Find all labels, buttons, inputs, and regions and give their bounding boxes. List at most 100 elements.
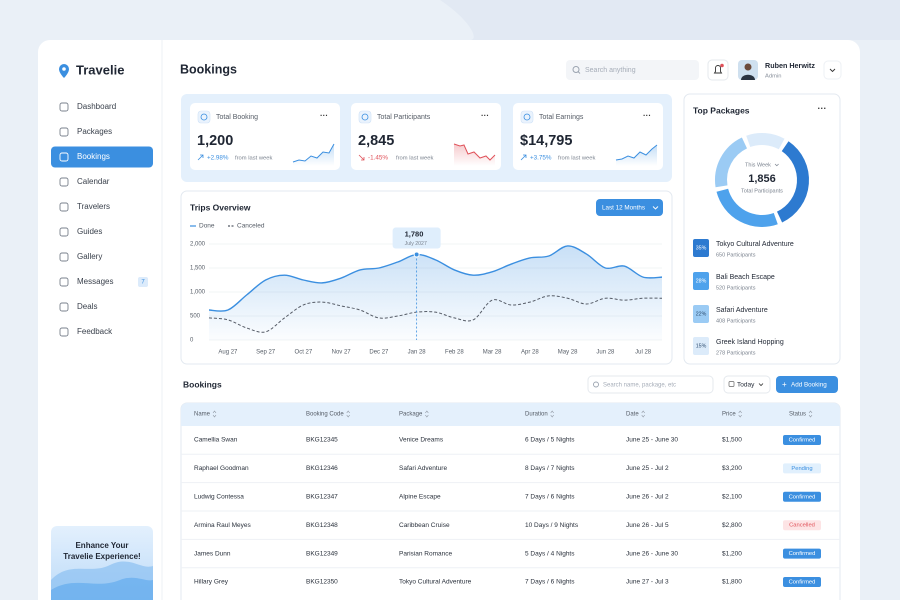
status-label: Pending: [791, 466, 812, 472]
status-badge: [783, 577, 821, 587]
column-header[interactable]: Status: [789, 412, 806, 418]
y-tick-label: 2,000: [190, 242, 206, 248]
table-search[interactable]: [587, 375, 714, 394]
column-header[interactable]: Package: [399, 412, 423, 418]
stat-value: 2,845: [358, 133, 394, 149]
menu-item[interactable]: Packages: [77, 127, 112, 136]
status-label: Confirmed: [789, 494, 816, 500]
menu-item[interactable]: Guides: [77, 227, 102, 236]
trips-chart: 0 500 1,000 1,500 2,000 Aug 27 Sep 27 Oct 27 Nov…: [190, 223, 663, 356]
more-icon[interactable]: ···: [643, 111, 651, 120]
stat-note: from last week: [396, 156, 433, 162]
menu-item[interactable]: Dashboard: [77, 102, 116, 111]
add-booking-button[interactable]: [776, 376, 838, 393]
y-tick-label: 1,000: [190, 290, 206, 296]
status-badge: [783, 435, 821, 445]
bell-icon: [713, 65, 723, 74]
donut-segment: [746, 133, 785, 150]
table-cell: $1,800: [722, 579, 742, 586]
table: [180, 402, 841, 600]
user-name: Ruben Herwitz: [765, 61, 815, 70]
percent-label: 35%: [696, 245, 707, 251]
brand: Travelie: [76, 62, 124, 77]
menu-item[interactable]: Feedback: [77, 327, 113, 336]
column-header[interactable]: Name: [194, 412, 211, 418]
menu-icon: [59, 227, 69, 237]
more-icon[interactable]: ···: [481, 111, 489, 120]
stat-note: from last week: [558, 156, 595, 162]
chevron: [652, 206, 659, 210]
table-cell: $1,200: [722, 550, 742, 557]
stat-value: 1,200: [197, 133, 233, 149]
more-icon[interactable]: ···: [818, 103, 827, 113]
range-button[interactable]: [596, 199, 663, 216]
stat-change: -1.45%: [368, 155, 388, 162]
tooltip: [392, 227, 441, 249]
table-cell: BKG12346: [306, 465, 338, 472]
column-header[interactable]: Duration: [525, 412, 548, 418]
notification-dot: [720, 63, 724, 68]
menu-item[interactable]: Gallery: [77, 252, 102, 261]
table-cell: June 26 - Jul 2: [626, 494, 669, 501]
menu-item-active[interactable]: [51, 146, 153, 168]
status-label: Confirmed: [789, 551, 816, 557]
menu-icon: [59, 177, 69, 187]
more-icon[interactable]: ···: [320, 111, 328, 120]
calendar-icon: [728, 381, 735, 387]
table-cell: June 26 - June 30: [626, 550, 678, 557]
stat-icon-glyph: [523, 113, 531, 121]
sparkline-line: [292, 143, 335, 163]
column-header[interactable]: Date: [626, 412, 639, 418]
menu-item[interactable]: Deals: [77, 302, 97, 311]
table-cell: $2,800: [722, 522, 742, 529]
date-filter-label: Today: [737, 382, 755, 389]
column-header[interactable]: Booking Code: [306, 412, 344, 418]
y-tick-label: 500: [190, 314, 201, 320]
x-tick-label: Apr 28: [521, 350, 539, 356]
user-menu-button[interactable]: [823, 60, 842, 80]
x-tick-label: Feb 28: [445, 350, 464, 356]
logo-icon: [59, 64, 69, 78]
stats: Total Booking ··· 1,200 +2.98% from last wee…: [190, 103, 663, 170]
menu-item[interactable]: Calendar: [77, 177, 110, 186]
y-tick-label: 0: [190, 338, 194, 344]
sparkline-line: [453, 143, 496, 161]
y-tick-label: 1,500: [190, 266, 206, 272]
table-cell: BKG12348: [306, 522, 338, 529]
sidebar-menu: Dashboard Packages Bookings Calendar Travele…: [51, 102, 153, 337]
menu-item[interactable]: Bookings: [77, 152, 110, 161]
table-cell: June 25 - June 30: [626, 437, 678, 444]
table-cell: 10 Days / 9 Nights: [525, 522, 579, 529]
legend-label: Done: [199, 223, 215, 230]
x-tick-label: May 28: [558, 350, 578, 356]
notification-button[interactable]: [707, 59, 729, 81]
table-cell: Ludwig Contessa: [194, 494, 244, 501]
table-cell: Alpine Escape: [399, 494, 441, 501]
trend-arrow: [197, 154, 204, 161]
search-icon: [572, 66, 580, 73]
sort-icon: [738, 410, 742, 418]
table-cell: Safari Adventure: [399, 465, 447, 472]
donut-chart: 35% Tokyo Cultural Adventure 650 Participa…: [693, 133, 809, 356]
table-cell: Parisian Romance: [399, 550, 452, 557]
menu-item[interactable]: Travelers: [77, 202, 110, 211]
stat-icon: [197, 110, 211, 124]
package-name: Tokyo Cultural Adventure: [716, 241, 794, 248]
donut-segment: [716, 188, 778, 227]
stat-icon: [520, 110, 534, 124]
menu-icon: [59, 152, 69, 162]
section-title: Bookings: [183, 379, 222, 389]
search-box[interactable]: [566, 60, 699, 80]
badge-count: 7: [141, 280, 145, 286]
stat-title: Total Participants: [377, 114, 431, 121]
menu-item[interactable]: Messages: [77, 277, 113, 286]
package-participants: 520 Participants: [716, 285, 756, 291]
table-cell: Hillary Grey: [194, 579, 229, 586]
table-cell: June 27 - Jul 3: [626, 579, 669, 586]
status-label: Cancelled: [789, 523, 815, 529]
status-label: Confirmed: [789, 438, 816, 444]
date-filter[interactable]: [723, 375, 771, 394]
table-header: [181, 403, 840, 426]
column-header[interactable]: Price: [722, 412, 736, 418]
